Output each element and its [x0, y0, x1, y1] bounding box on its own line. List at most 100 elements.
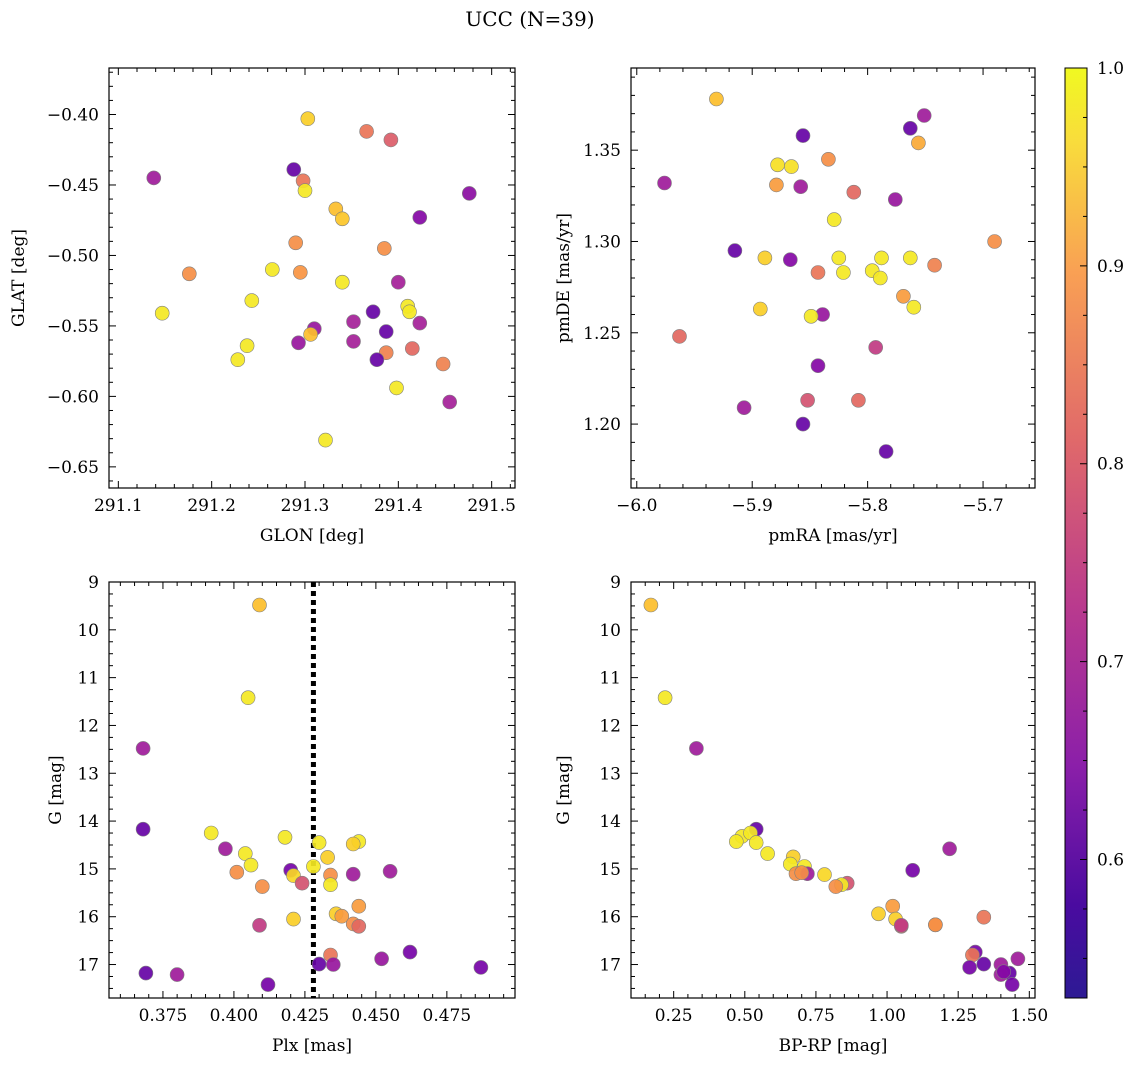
y-tick-label: 17: [77, 956, 99, 976]
y-tick-label: 16: [599, 908, 621, 928]
scatter-point: [868, 340, 884, 355]
scatter-point: [760, 846, 775, 861]
scatter-point: [810, 358, 826, 374]
scatter-point: [752, 301, 768, 317]
y-tick-label: −0.50: [47, 246, 99, 266]
scatter-point: [138, 965, 154, 981]
scatter-point: [346, 314, 361, 330]
x-tick-label: 0.50: [726, 1006, 764, 1026]
x-tick-label: 291.2: [187, 496, 236, 516]
scatter-point: [252, 597, 267, 613]
colorbar-tick-label: 0.9: [1097, 257, 1124, 277]
scatter-point: [727, 243, 743, 258]
scatter-point: [821, 152, 836, 167]
y-tick-label: 14: [77, 812, 99, 832]
colorbar-tick-label: 1.0: [1097, 59, 1124, 79]
y-tick-label: 12: [77, 716, 99, 736]
plot-area: [631, 68, 1035, 488]
scatter-point: [264, 262, 280, 277]
scatter-point: [359, 124, 374, 139]
scatter-point: [378, 324, 394, 339]
colorbar-tick-label: 0.7: [1097, 653, 1124, 673]
scatter-point: [412, 210, 428, 225]
x-tick-label: 291.5: [467, 496, 516, 516]
axes-frame: [108, 67, 516, 489]
scatter-point: [928, 917, 943, 933]
panel-cmd: 0.25 0.50 0.75 1.00 1.25 1.50 9 10 11 12 13 14 15 16 1…: [554, 573, 1048, 1056]
scatter-point: [689, 741, 704, 756]
scatter-point: [793, 179, 809, 194]
markers: [657, 91, 1002, 459]
scatter-point: [902, 121, 918, 136]
scatter-point: [146, 170, 162, 186]
scatter-point: [748, 835, 764, 850]
scatter-point: [334, 908, 350, 924]
scatter-point: [346, 334, 361, 349]
scatter-point: [851, 392, 866, 408]
y-tick-label: 14: [599, 812, 621, 832]
y-tick-label: 1.30: [583, 232, 621, 252]
axes-frame: [630, 581, 1036, 999]
x-tick-label: 291.4: [374, 496, 423, 516]
scatter-point: [803, 308, 819, 324]
x-axis-label: pmRA [mas/yr]: [768, 526, 897, 546]
y-tick-label: 11: [599, 669, 621, 689]
panel-pm: −6.0 −5.9 −5.8 −5.7 1.20 1.25 1.30 1.35 pmRA [ma…: [554, 67, 1036, 546]
y-tick-label: −0.40: [47, 106, 99, 126]
y-tick-label: 9: [610, 573, 621, 593]
x-tick-label: −5.8: [847, 496, 888, 516]
y-tick-label: 12: [599, 716, 621, 736]
markers: [146, 111, 477, 448]
x-axis-label: BP-RP [mag]: [779, 1036, 888, 1056]
y-tick-label: 1.20: [583, 415, 621, 435]
scatter-point: [154, 305, 170, 321]
y-tick-label: −0.65: [47, 458, 99, 478]
scatter-point: [927, 257, 942, 273]
scatter-point: [243, 857, 259, 873]
ticks: 0.375 0.400 0.425 0.450 0.475 9 10 11 12 13 14 15 16…: [77, 573, 515, 1026]
scatter-point: [288, 235, 304, 251]
y-tick-label: 11: [77, 669, 99, 689]
scatter-point: [893, 917, 909, 933]
scatter-point: [770, 157, 785, 173]
x-tick-label: 0.375: [139, 1006, 188, 1026]
scatter-point: [817, 867, 832, 882]
scatter-point: [911, 135, 926, 151]
scatter-point: [334, 274, 350, 290]
scatter-point: [402, 304, 417, 320]
figure-title: UCC (N=39): [465, 7, 594, 31]
scatter-point: [383, 132, 399, 148]
y-axis-label: G [mag]: [554, 755, 574, 824]
colorbar: 0.6 0.7 0.8 0.9 1.0: [1064, 59, 1124, 999]
scatter-point: [657, 690, 673, 706]
panels: 291.1 291.2 291.3 291.4 291.5 −0.40 −0.45 −0.50…: [9, 67, 1048, 1056]
scatter-point: [286, 162, 302, 177]
y-tick-label: −0.45: [47, 176, 99, 196]
scatter-point: [318, 432, 333, 448]
x-axis-label: Plx [mas]: [272, 1036, 352, 1056]
scatter-point: [345, 866, 361, 882]
y-axis-label: pmDE [mas/yr]: [554, 213, 574, 343]
scatter-point: [311, 835, 327, 850]
y-tick-label: 15: [599, 860, 621, 880]
scatter-point: [286, 911, 301, 927]
scatter-point: [784, 159, 799, 174]
scatter-point: [657, 175, 672, 191]
scatter-point: [846, 184, 862, 200]
x-tick-label: 0.400: [210, 1006, 259, 1026]
scatter-point: [351, 898, 367, 914]
scatter-point: [389, 380, 404, 396]
x-tick-label: 1.00: [868, 1006, 906, 1026]
y-tick-label: 9: [88, 573, 99, 593]
y-tick-label: 1.25: [583, 324, 621, 344]
y-axis-label: G [mag]: [46, 755, 66, 824]
scatter-point: [230, 352, 246, 368]
y-tick-label: 13: [599, 764, 621, 784]
y-tick-label: −0.55: [47, 317, 99, 337]
scatter-point: [996, 964, 1012, 980]
scatter-point: [252, 917, 267, 933]
scatter-point: [769, 177, 784, 193]
y-tick-label: 15: [77, 860, 99, 880]
x-tick-label: 0.425: [281, 1006, 330, 1026]
